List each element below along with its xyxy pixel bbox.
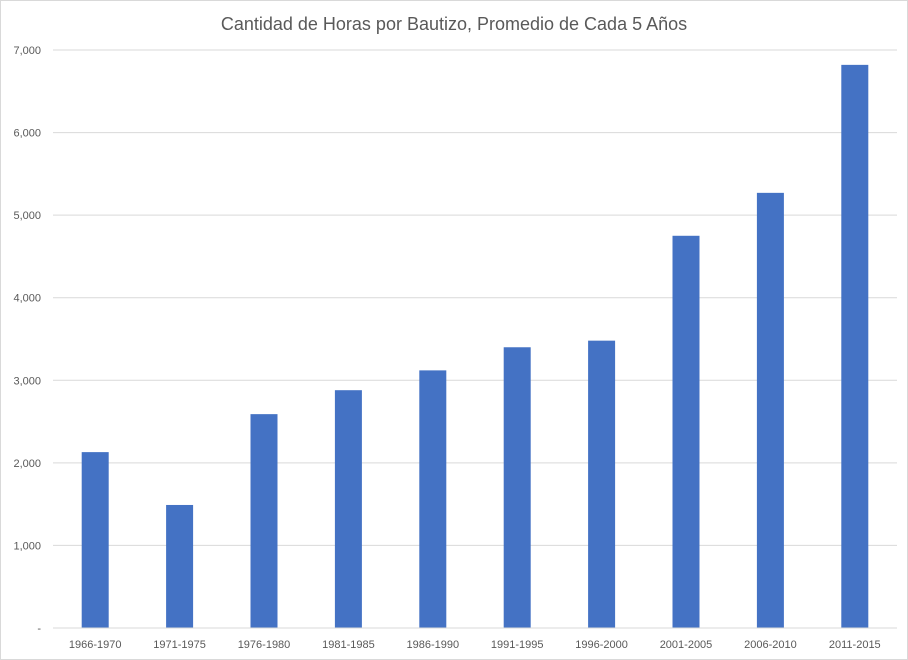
y-tick-label: 1,000 [13, 540, 41, 552]
x-tick-label: 1966-1970 [69, 639, 122, 651]
y-tick-label: 4,000 [13, 293, 41, 305]
y-tick-label: 7,000 [13, 45, 41, 57]
bar-1976-1980 [250, 414, 278, 628]
y-axis-ticks: - 1,000 2,000 3,000 4,000 5,000 6,000 7,000 [13, 45, 41, 635]
y-tick-label: 2,000 [13, 458, 41, 470]
x-axis-ticks: 1966-1970 1971-1975 1976-1980 1981-1985 1986… [69, 639, 881, 651]
y-tick-label: 5,000 [13, 210, 41, 222]
y-tick-label: 3,000 [13, 375, 41, 387]
y-tick-label: 6,000 [13, 128, 41, 140]
gridlines [53, 49, 897, 546]
x-tick-label: 1991-1995 [491, 639, 544, 651]
x-tick-label: 1986-1990 [406, 639, 459, 651]
x-tick-label: 2006-2010 [744, 639, 797, 651]
bar-1971-1975 [166, 504, 194, 628]
bar-1981-1985 [334, 390, 362, 628]
x-tick-label: 1971-1975 [153, 639, 206, 651]
bar-1986-1990 [419, 370, 447, 628]
x-tick-label: 2001-2005 [660, 639, 713, 651]
bar-2011-2015 [841, 64, 869, 628]
bar-2006-2010 [756, 192, 784, 628]
x-tick-label: 1996-2000 [575, 639, 628, 651]
bar-1966-1970 [81, 452, 109, 628]
y-tick-label: - [37, 623, 41, 635]
x-tick-label: 2011-2015 [829, 639, 881, 651]
bar-1996-2000 [588, 340, 616, 628]
bar-2001-2005 [672, 235, 700, 629]
x-tick-label: 1976-1980 [238, 639, 291, 651]
x-tick-label: 1981-1985 [322, 639, 375, 651]
bars [81, 64, 869, 629]
chart-title: Cantidad de Horas por Bautizo, Promedio … [221, 14, 687, 34]
bar-1991-1995 [503, 347, 531, 628]
